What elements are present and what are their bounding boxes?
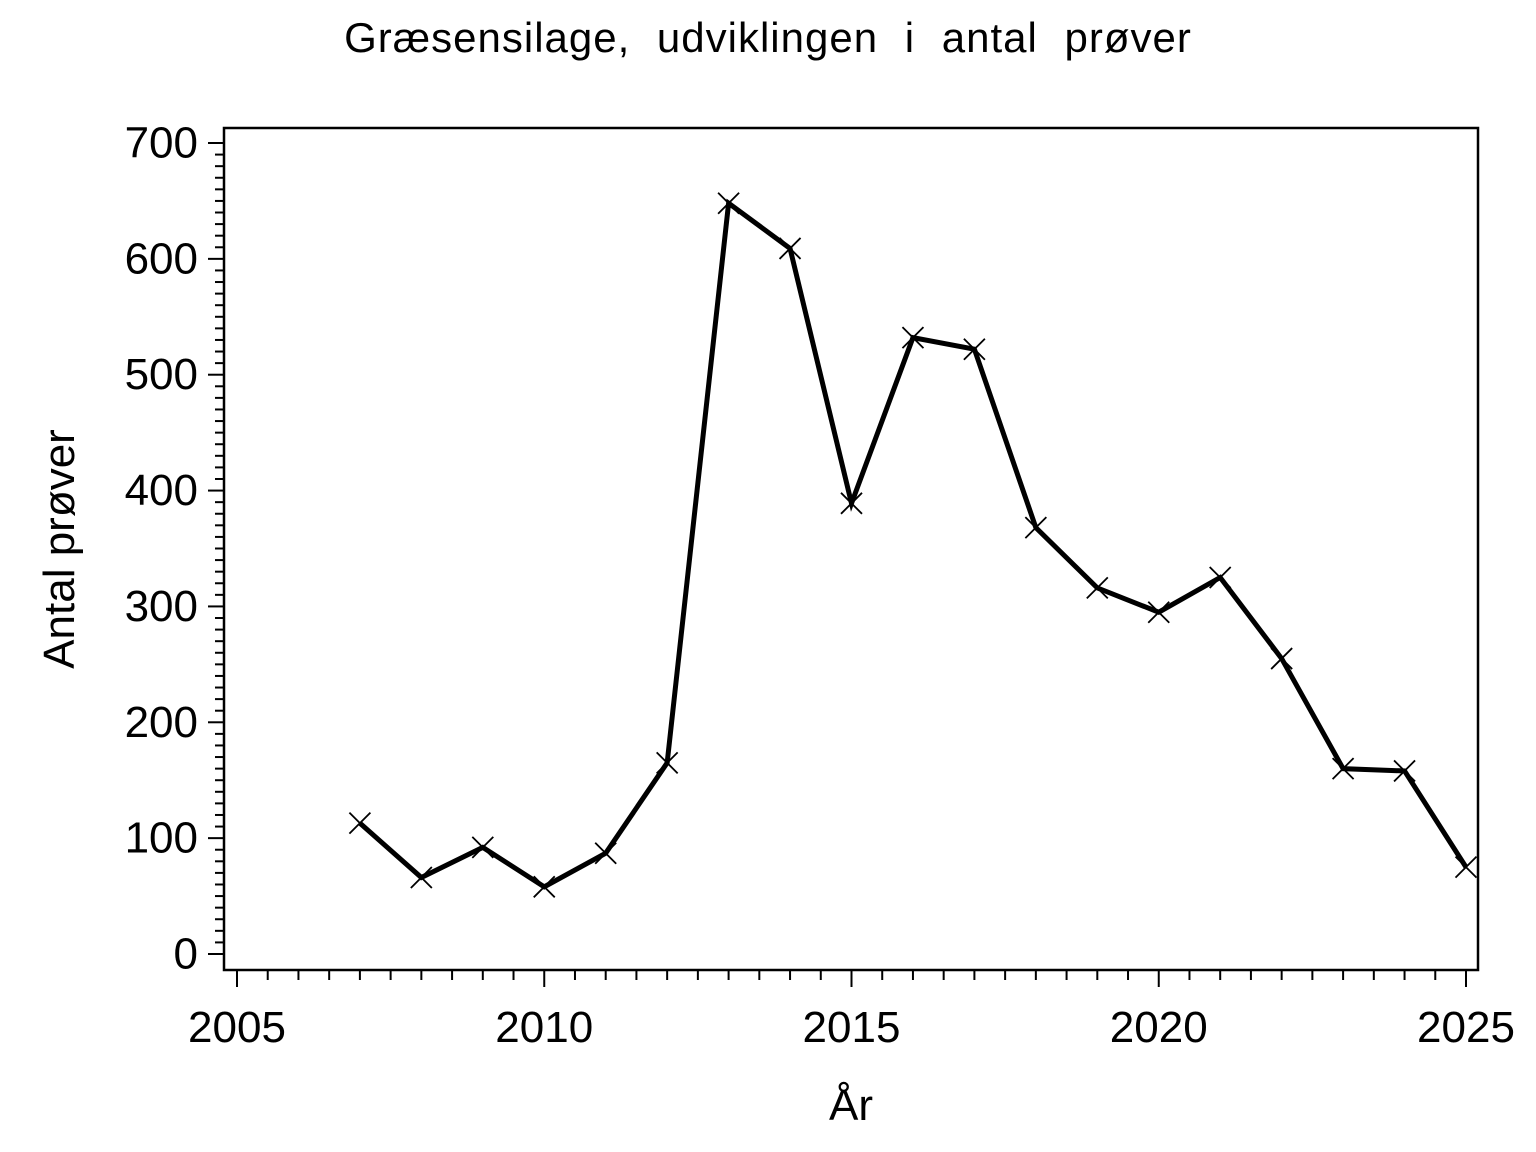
y-tick-label: 300 [125,582,198,631]
data-point-marker [1024,516,1047,539]
data-point-marker [963,338,986,361]
y-tick-label: 400 [125,466,198,515]
data-point-marker [533,875,556,898]
y-tick-label: 600 [125,234,198,283]
x-tick-label: 2015 [803,1003,901,1052]
data-point-marker [1270,647,1293,670]
data-point-marker [656,751,679,774]
x-tick-label: 2005 [188,1003,286,1052]
data-point-marker [901,326,925,349]
data-point-marker [594,842,617,865]
data-point-marker [1393,759,1416,783]
y-tick-label: 0 [174,930,198,979]
x-tick-label: 2010 [495,1003,593,1052]
data-point-marker [410,866,433,889]
data-point-marker [717,192,740,215]
y-tick-label: 200 [125,698,198,747]
data-line [358,198,1469,890]
data-point-marker [840,492,863,515]
data-point-marker [471,836,494,859]
data-point-marker [778,237,802,260]
x-axis-label: År [829,1081,873,1130]
y-tick-label: 500 [125,350,198,399]
data-point-marker [1454,855,1478,879]
plot-frame [222,126,1480,972]
y-tick-label: 700 [125,119,198,168]
data-point-marker [1147,601,1170,624]
data-point-marker [1209,566,1232,589]
data-point-marker [348,811,372,835]
y-tick-label: 100 [125,814,198,863]
data-point-marker [1086,576,1109,600]
x-tick-label: 2025 [1417,1003,1515,1052]
data-point-marker [1331,757,1355,780]
x-tick-label: 2020 [1110,1003,1208,1052]
chart-title: Græsensilage, udviklingen i antal prøver [344,14,1192,61]
